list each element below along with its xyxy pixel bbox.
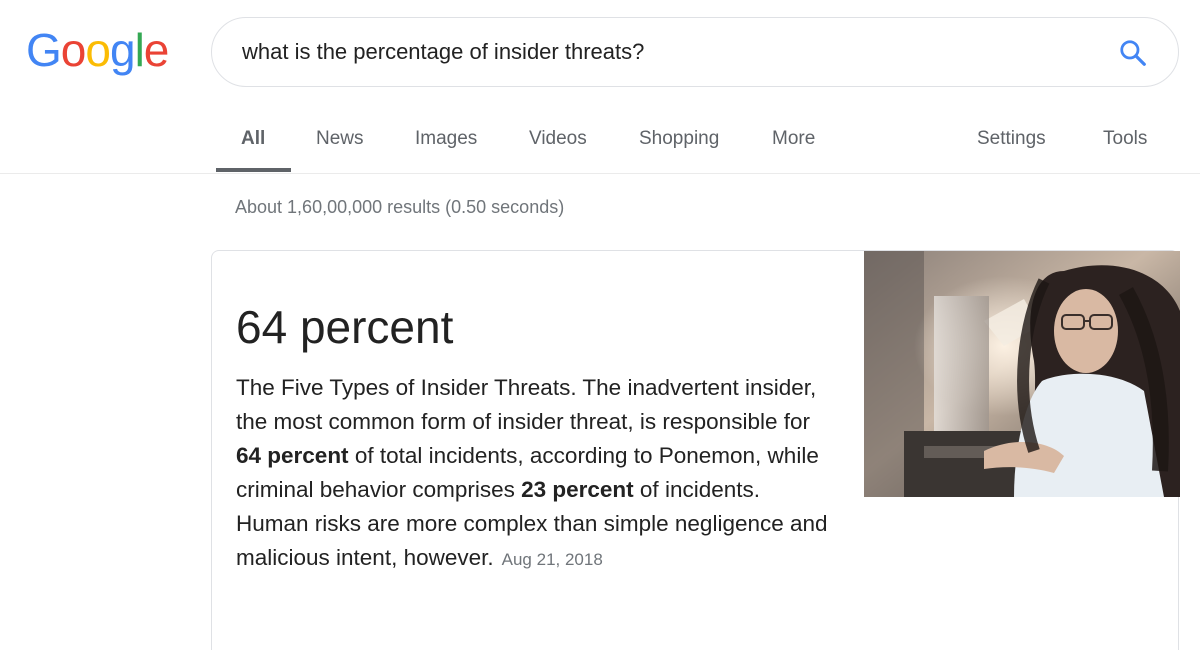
snippet-text-part: The Five Types of Insider Threats. The i…	[236, 375, 817, 434]
tab-images[interactable]: Images	[415, 128, 478, 149]
logo-letter: o	[60, 24, 87, 76]
tab-shopping[interactable]: Shopping	[639, 128, 720, 149]
snippet-image[interactable]	[864, 251, 1180, 497]
active-tab-indicator	[216, 168, 291, 172]
snippet-date: Aug 21, 2018	[501, 550, 603, 569]
logo-letter: g	[109, 24, 136, 76]
snippet-text-part: of total incidents, according to Ponemon…	[236, 443, 819, 502]
tab-tools[interactable]: Tools	[1103, 128, 1148, 149]
snippet-highlight: 64 percent	[236, 443, 349, 468]
logo-letter: G	[26, 24, 62, 76]
tabs-divider	[0, 173, 1200, 174]
search-tabs: All News Images Videos Shopping More Set…	[0, 110, 1200, 174]
featured-snippet: 64 percent The Five Types of Insider Thr…	[211, 250, 1180, 650]
tab-all[interactable]: All	[241, 128, 266, 149]
snippet-answer: 64 percent	[236, 301, 454, 353]
logo-letter: e	[143, 24, 170, 76]
tab-more[interactable]: More	[772, 128, 816, 149]
tab-videos[interactable]: Videos	[529, 128, 587, 149]
logo-letter: o	[85, 24, 111, 76]
search-box[interactable]	[211, 17, 1179, 87]
search-input[interactable]	[242, 18, 1082, 86]
google-logo[interactable]: Google	[26, 22, 170, 78]
snippet-text-part: of incidents. Human risks are more compl…	[236, 477, 828, 570]
tab-settings[interactable]: Settings	[977, 128, 1046, 149]
tab-news[interactable]: News	[316, 128, 364, 149]
snippet-highlight: 23 percent	[521, 477, 634, 502]
search-icon[interactable]	[1118, 38, 1148, 68]
result-stats: About 1,60,00,000 results (0.50 seconds)	[235, 197, 565, 217]
logo-letter: l	[134, 24, 145, 76]
snippet-text: The Five Types of Insider Threats. The i…	[236, 371, 836, 577]
